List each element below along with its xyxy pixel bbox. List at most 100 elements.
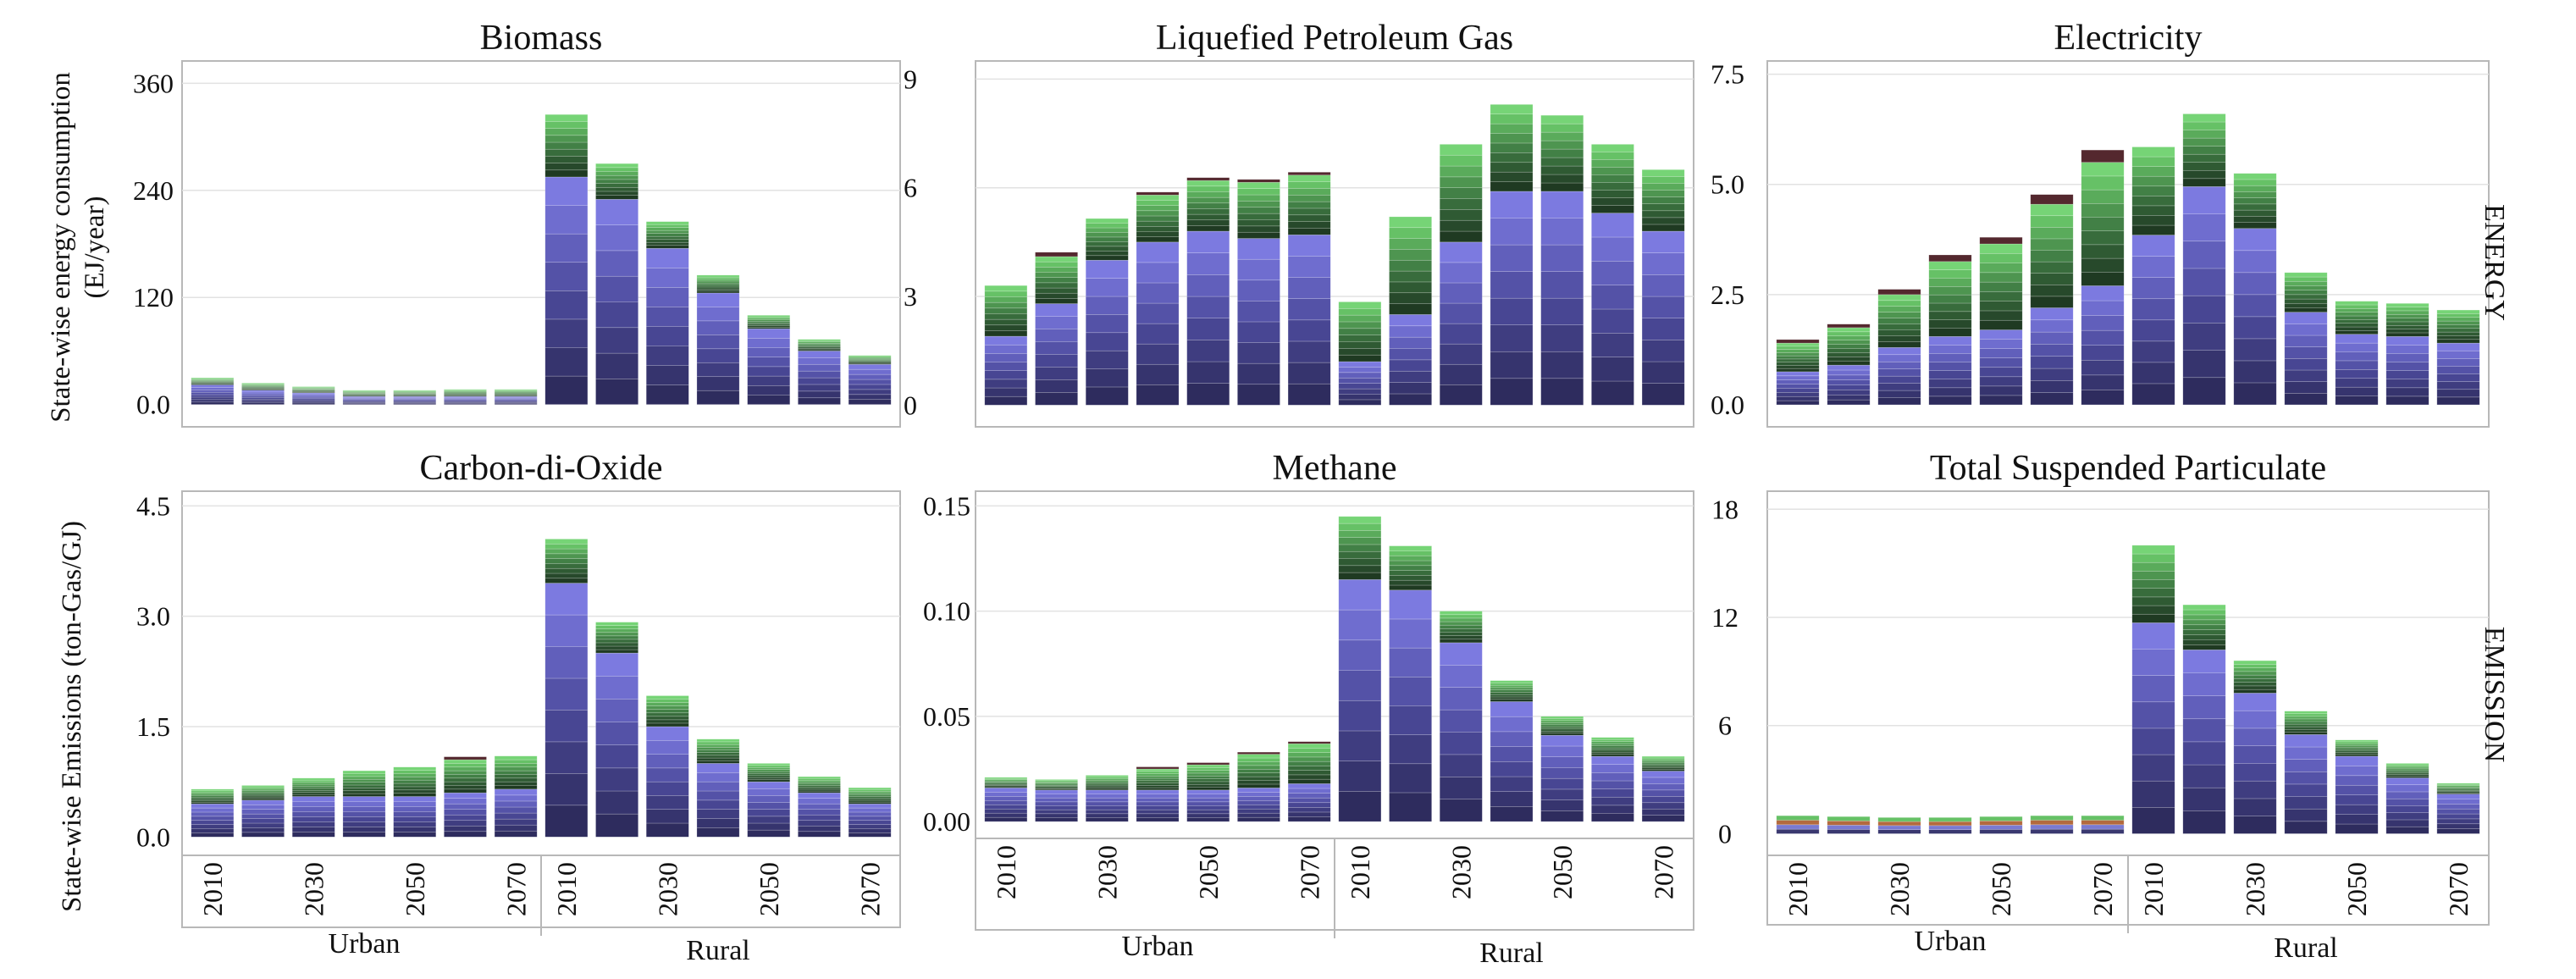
bar-segment-blue [1186,817,1230,822]
bar-segment-blue [798,370,841,379]
bar-rural-2050 [2335,739,2379,834]
bar-segment-green [2233,667,2277,672]
bar-segment-green [1591,182,1634,191]
bar-segment-blue [241,393,285,396]
bar-segment-blue [1085,332,1129,351]
bar-urban-2070 [494,755,538,838]
bar-segment-blue [747,822,791,831]
bar-segment-green [1338,558,1382,567]
bar-segment-green [1439,639,1483,644]
row-label-emission: EMISSION [2479,627,2510,763]
bar-segment-green [696,755,740,759]
bar-segment-green [1490,171,1534,182]
x-tick-label: 2050 [2341,862,2372,916]
bar-segment-blue [1338,670,1382,701]
bar-segment-green [1287,207,1331,216]
bar-segment-green [2030,273,2074,285]
bar-segment-blue [544,583,589,616]
bar-segment-blue [1641,777,1685,784]
bar-urban-2010 [191,377,235,405]
bar-segment-green [1641,190,1685,197]
bar-segment-green [645,699,689,703]
bar-segment-green [2030,203,2074,217]
bar-segment-green [342,784,386,788]
bar-segment-blue [191,820,235,825]
bar-segment-blue [1591,805,1634,814]
bar-segment-blue [798,377,841,385]
bar-segment-blue [1338,639,1382,671]
bar-segment-green [1136,773,1180,777]
bar-segment-blue [1439,302,1483,324]
bar-segment-green [1237,201,1280,208]
bar-segment-blue [2385,336,2430,346]
bar-segment-blue [1979,395,2023,406]
bar-segment-green [2284,732,2328,735]
bar-segment-green [595,163,638,169]
bar-segment-blue [1641,318,1685,340]
bar-segment-green [544,572,589,579]
bar-segment-blue [696,335,740,350]
bar-segment-green [984,285,1028,292]
bar-segment-green [1186,196,1230,204]
bar-segment-blue [1136,384,1180,406]
bar-segment-blue [1979,329,2023,340]
bar-segment-green [2081,202,2125,218]
bar-segment-blue [1338,761,1382,792]
bar-segment [1877,816,1921,822]
bar-segment-green [342,390,386,391]
bar-segment-green [2335,741,2379,744]
bar-segment-blue [1877,383,1921,391]
bar-segment-blue [2182,672,2226,696]
bar-segment-green [1641,217,1685,225]
bar-segment-blue [1085,368,1129,388]
bar-segment-blue [2030,356,2074,369]
bar-segment-blue [191,394,235,398]
bar-segment-green [2233,203,2277,211]
bar-segment-green [747,314,791,318]
bar-segment [1928,825,1972,830]
bar-segment-green [1439,628,1483,633]
bar-segment-blue [1979,339,2023,349]
bar-segment-blue [798,390,841,399]
bar-urban-2040 [1136,191,1180,406]
bar-rural-2010 [544,113,589,405]
bar-segment-blue [2131,780,2175,808]
bar-segment-blue [645,384,689,405]
bar-segment-cap [1928,254,1972,263]
bar-rural-2010 [1338,301,1382,406]
bar-segment-green [393,779,437,784]
bar-segment-cap [1287,172,1331,176]
bar-segment-green [696,760,740,764]
bar-segment-cap [1186,762,1230,766]
bar-segment-blue [848,389,892,395]
bar-segment-blue [1035,354,1078,368]
bar-segment-blue [1439,665,1483,689]
bar-segment-blue [1540,271,1584,299]
bar-segment-blue [595,301,638,329]
bar-segment-blue [645,247,689,268]
bar-segment-blue [2182,350,2226,379]
bar-segment-green [848,791,892,794]
bar-segment-blue [645,346,689,366]
bar-segment-blue [1877,354,1921,362]
bar-segment-green [191,377,235,379]
bar-segment-blue [1591,772,1634,782]
bar-segment-blue [2030,392,2074,406]
bar-segment-blue [2131,340,2175,363]
bar-segment-blue [1287,235,1331,257]
bar-segment-green [241,383,285,384]
bar-segment-blue [1136,805,1180,810]
bar-segment-green [1237,188,1280,196]
bar-segment-blue [984,808,1028,814]
bar-segment-blue [2335,395,2379,406]
x-tick-label: 2030 [2240,862,2270,916]
bar-segment-green [1439,611,1483,616]
panel-title: Electricity [2054,19,2203,58]
bar-segment-green [1186,787,1230,791]
bar-segment-green [595,183,638,188]
bar-segment-green [1136,231,1180,237]
bar-segment-green [2284,723,2328,727]
bar-segment-blue [2131,622,2175,650]
bar-segment-green [1136,768,1180,772]
bar-segment-green [1540,157,1584,167]
